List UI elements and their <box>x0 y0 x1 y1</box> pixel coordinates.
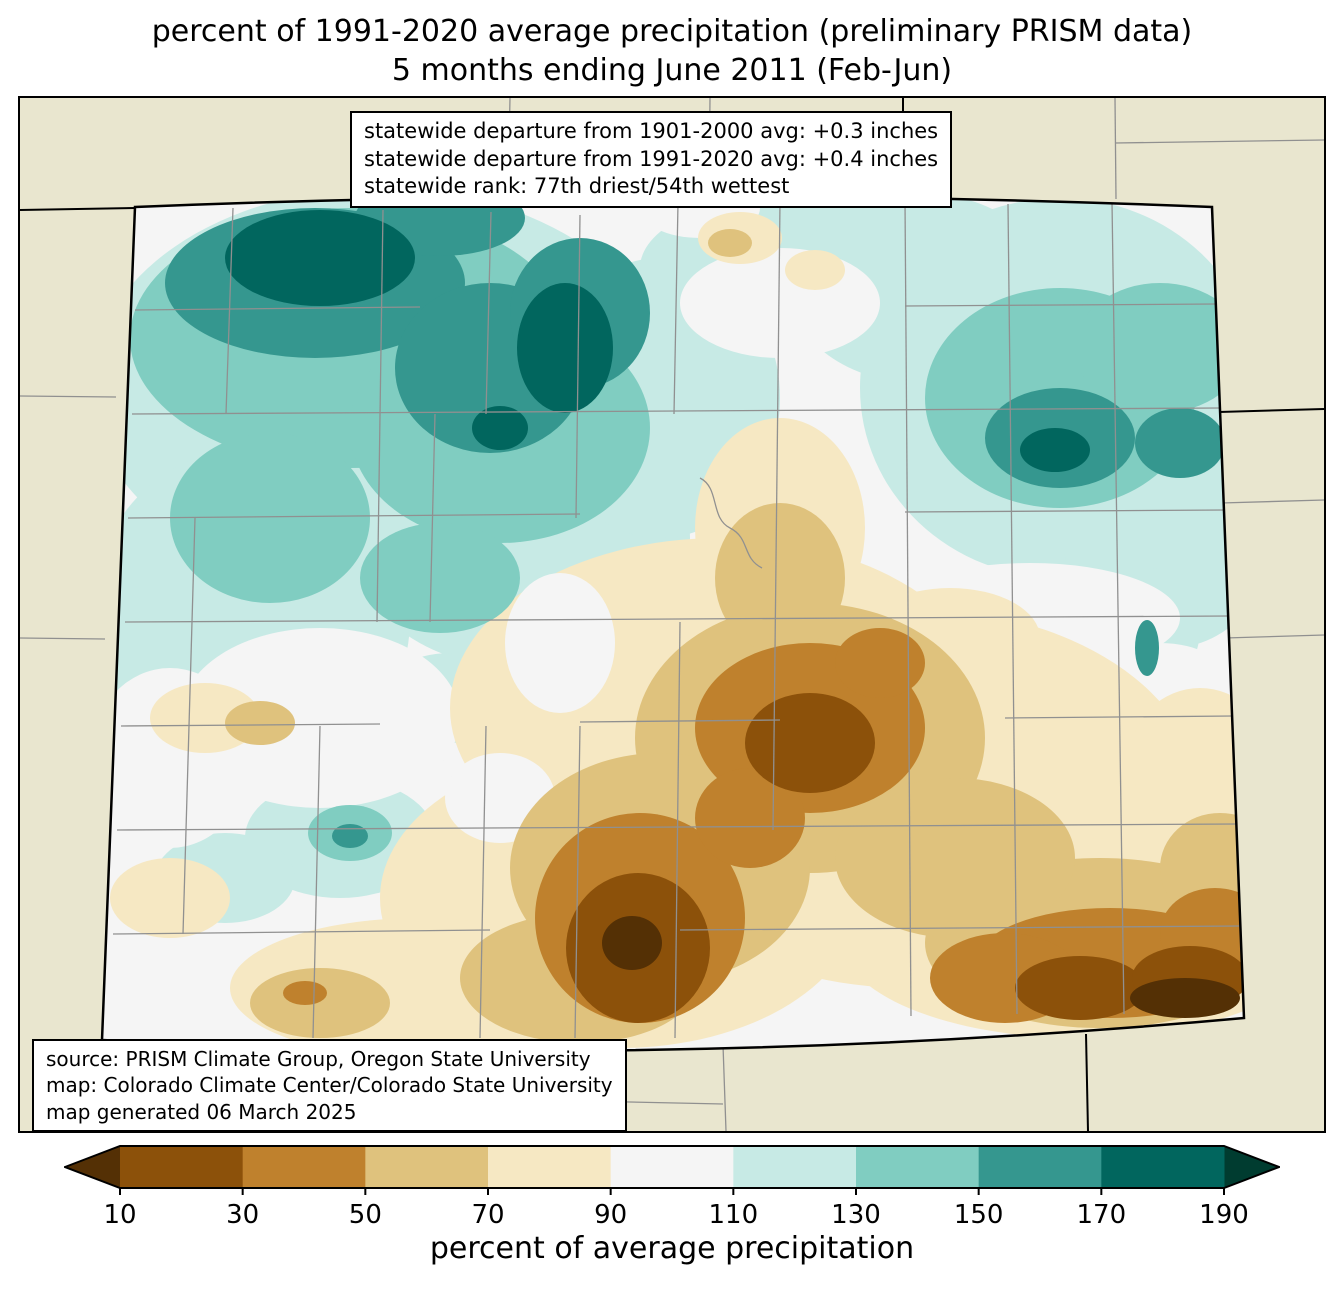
colorbar-segment <box>733 1146 857 1188</box>
colorbar-tick-label: 130 <box>831 1200 881 1229</box>
colorbar-segment <box>488 1146 612 1188</box>
stats-box: statewide departure from 1901-2000 avg: … <box>350 111 953 209</box>
contour-below-10 <box>602 916 1240 1018</box>
colorbar-segment <box>1101 1146 1225 1188</box>
colorbar-tick-label: 70 <box>471 1200 504 1229</box>
colorbar-tick-label: 190 <box>1199 1200 1249 1229</box>
title-line-1: percent of 1991-2020 average precipitati… <box>151 14 1193 49</box>
colorbar-segment <box>610 1146 734 1188</box>
county-lines <box>112 200 1242 1039</box>
colorbar-tick-label: 50 <box>349 1200 382 1229</box>
source-box: source: PRISM Climate Group, Oregon Stat… <box>32 1039 627 1133</box>
colorbar-tick-label: 150 <box>954 1200 1004 1229</box>
figure-title: percent of 1991-2020 average precipitati… <box>0 0 1344 90</box>
colorbar-tick-label: 90 <box>594 1200 627 1229</box>
source-line-3: map generated 06 March 2025 <box>46 1099 357 1124</box>
colorbar-tick-label: 110 <box>709 1200 759 1229</box>
title-line-2: 5 months ending June 2011 (Feb-Jun) <box>391 53 953 88</box>
colorbar-tick-label: 170 <box>1077 1200 1127 1229</box>
stats-line-2: statewide departure from 1991-2020 avg: … <box>364 146 939 171</box>
colorbar-segment <box>365 1146 489 1188</box>
stats-line-1: statewide departure from 1901-2000 avg: … <box>364 119 939 143</box>
colorbar: 10 30 50 70 90 110 130 150 170 190 <box>64 1145 1280 1229</box>
map-area: statewide departure from 1901-2000 avg: … <box>18 96 1326 1133</box>
colorbar-segment <box>978 1146 1102 1188</box>
colorbar-segment <box>120 1146 244 1188</box>
stats-line-3: statewide rank: 77th driest/54th wettest <box>364 174 790 199</box>
colorbar-right-arrow <box>1224 1146 1279 1188</box>
contour-170-190 <box>225 210 1090 472</box>
colorbar-segment <box>242 1146 366 1188</box>
colorbar-segment <box>856 1146 980 1188</box>
precip-contours <box>102 196 1244 1051</box>
colorbar-tick-label: 30 <box>226 1200 259 1229</box>
colorbar-label: percent of average precipitation <box>429 1231 915 1266</box>
colorado-precip-map <box>20 98 1324 1131</box>
colorbar-tick-label: 10 <box>103 1200 136 1229</box>
colorbar-left-arrow <box>65 1146 120 1188</box>
colorbar-svg: 10 30 50 70 90 110 130 150 170 190 <box>64 1145 1280 1229</box>
source-line-1: source: PRISM Climate Group, Oregon Stat… <box>46 1047 591 1071</box>
source-line-2: map: Colorado Climate Center/Colorado St… <box>46 1073 613 1098</box>
